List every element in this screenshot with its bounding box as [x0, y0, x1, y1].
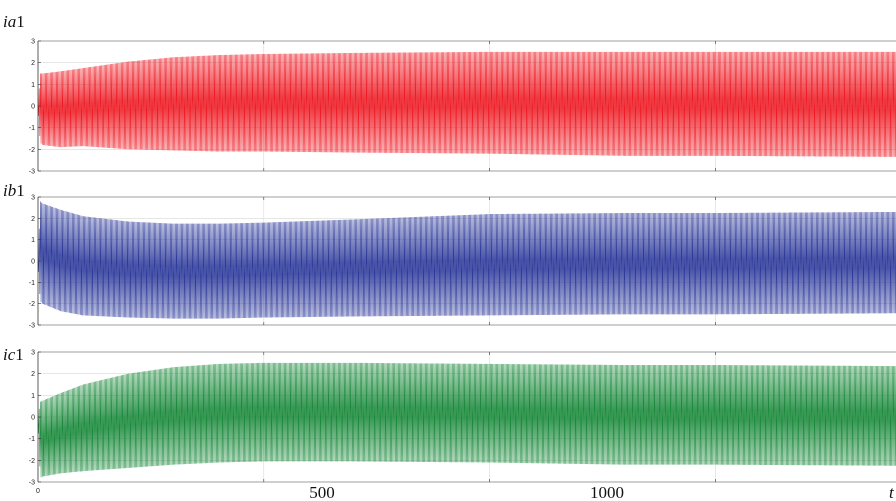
- y-tick-label: -1: [29, 436, 35, 443]
- y-tick-label: 2: [31, 371, 35, 378]
- y-tick-label: -1: [29, 125, 35, 132]
- y-tick-label: 0: [31, 104, 35, 111]
- panel-ia1-axes: 3 2 1 0 -1 -2 -3: [29, 39, 896, 176]
- panel-ia1-title-suffix: 1: [16, 12, 25, 31]
- y-tick-label: 2: [31, 216, 35, 223]
- y-tick-label: 1: [31, 82, 35, 89]
- waveform-line: [37, 51, 896, 157]
- y-tick-label: 3: [31, 39, 35, 46]
- panel-ic1-title-suffix: 1: [15, 345, 24, 364]
- y-tick-label: -2: [29, 458, 35, 465]
- y-tick-label: 0: [31, 259, 35, 266]
- panel-ic1-axes: 3 2 1 0 -1 -2 -3: [29, 350, 896, 487]
- y-tick-label: 3: [31, 195, 35, 202]
- panel-ib1-title: ib1: [3, 181, 25, 200]
- y-tick-label: 0: [31, 415, 35, 422]
- panel-ib1-title-suffix: 1: [16, 181, 25, 200]
- waveform-line: [37, 201, 896, 319]
- panel-ia1-title-main: ia: [3, 12, 16, 31]
- panel-ib1-title-main: ib: [3, 181, 16, 200]
- x-tick-label-500: 500: [309, 483, 335, 501]
- y-tick-label: -3: [29, 323, 35, 330]
- y-tick-label: 1: [31, 393, 35, 400]
- x-tick-label-0: 0: [36, 488, 40, 495]
- y-tick-label: 3: [31, 350, 35, 357]
- y-tick-label: -2: [29, 147, 35, 154]
- panel-ic1-title-main: ic: [3, 345, 16, 364]
- y-tick-label: -2: [29, 301, 35, 308]
- y-tick-label: -3: [29, 169, 35, 176]
- y-tick-label: 1: [31, 237, 35, 244]
- y-tick-label: -1: [29, 280, 35, 287]
- panel-ia1-title: ia1: [3, 12, 25, 31]
- y-tick-label: 2: [31, 60, 35, 67]
- x-axis-unit-label: t: [889, 483, 895, 501]
- panel-ib1-axes: 3 2 1 0 -1 -2 -3: [29, 195, 896, 330]
- panel-ic1-title: ic1: [3, 345, 24, 364]
- y-tick-label: -3: [29, 480, 35, 487]
- x-tick-label-1000: 1000: [590, 483, 624, 501]
- waveform-line: [37, 362, 896, 478]
